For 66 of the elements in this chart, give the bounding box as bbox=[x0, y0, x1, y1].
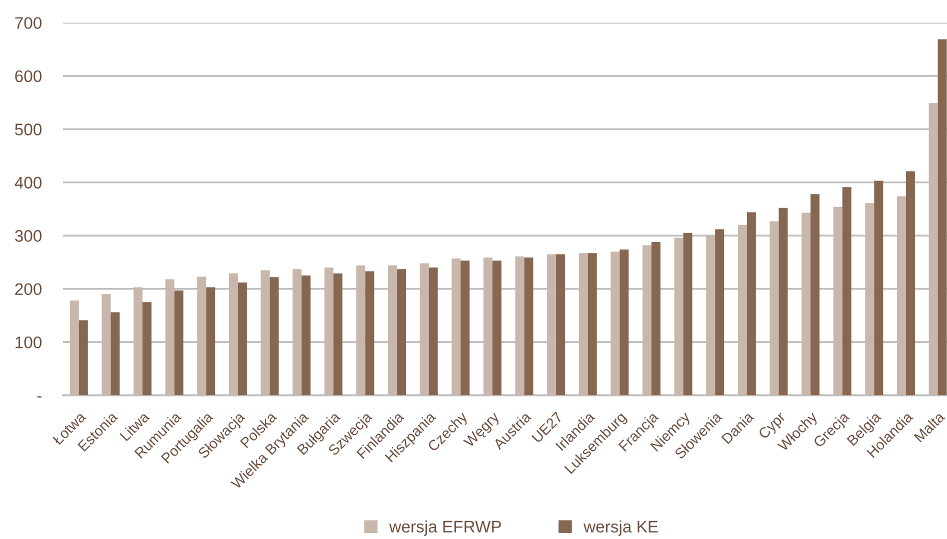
bar bbox=[874, 180, 884, 396]
legend-label: wersja KE bbox=[584, 520, 658, 536]
bar bbox=[802, 212, 811, 396]
bar bbox=[260, 270, 270, 396]
bar bbox=[228, 273, 238, 396]
bar bbox=[110, 312, 120, 396]
bar bbox=[556, 254, 566, 396]
bar bbox=[515, 256, 524, 396]
bar bbox=[610, 252, 620, 396]
bar bbox=[524, 257, 534, 396]
bar bbox=[420, 263, 429, 396]
bar bbox=[302, 276, 311, 396]
bar bbox=[906, 171, 915, 396]
y-tick-label: 600 bbox=[15, 70, 42, 82]
y-tick-label: 500 bbox=[15, 124, 42, 136]
bar bbox=[483, 257, 492, 396]
y-tick-label: 700 bbox=[15, 17, 42, 29]
bar bbox=[842, 187, 852, 396]
bar bbox=[896, 196, 906, 396]
bar bbox=[588, 253, 597, 396]
bar bbox=[706, 235, 716, 396]
bar bbox=[460, 260, 470, 396]
bar bbox=[270, 277, 279, 396]
bar bbox=[452, 258, 461, 396]
bar bbox=[683, 232, 692, 396]
y-tick-label: 200 bbox=[15, 283, 42, 296]
bar bbox=[938, 39, 947, 396]
bar bbox=[197, 276, 206, 396]
bar bbox=[238, 282, 247, 396]
bar bbox=[674, 238, 684, 396]
bar bbox=[492, 260, 502, 396]
bar bbox=[134, 287, 143, 396]
bar bbox=[142, 302, 152, 396]
bar bbox=[810, 194, 820, 396]
bar bbox=[547, 254, 556, 396]
bar bbox=[292, 269, 302, 396]
bar bbox=[388, 265, 398, 396]
legend-label: wersja EFRWP bbox=[389, 520, 501, 536]
bar bbox=[428, 268, 438, 396]
bar bbox=[174, 290, 184, 396]
bar bbox=[651, 242, 660, 396]
bar bbox=[397, 269, 406, 396]
bar bbox=[165, 279, 174, 396]
bar bbox=[578, 253, 588, 396]
y-tick-label: 100 bbox=[16, 336, 42, 348]
y-tick-label: 400 bbox=[14, 176, 42, 189]
bar bbox=[70, 300, 79, 396]
bar bbox=[928, 103, 938, 396]
y-tick-label: - bbox=[37, 396, 42, 398]
bar bbox=[78, 320, 88, 396]
bar bbox=[102, 294, 111, 396]
bar bbox=[865, 203, 874, 396]
bar bbox=[715, 229, 724, 396]
bar bbox=[206, 287, 216, 396]
bar bbox=[770, 221, 779, 396]
bar bbox=[778, 208, 788, 396]
bar bbox=[333, 273, 342, 396]
bar bbox=[324, 268, 334, 396]
y-tick-label: 300 bbox=[14, 230, 42, 242]
bar bbox=[642, 245, 652, 396]
bar bbox=[833, 206, 842, 396]
bar bbox=[738, 224, 747, 396]
bar bbox=[746, 212, 756, 396]
bar bbox=[365, 271, 374, 396]
bar bbox=[620, 249, 629, 396]
bar bbox=[356, 265, 366, 396]
